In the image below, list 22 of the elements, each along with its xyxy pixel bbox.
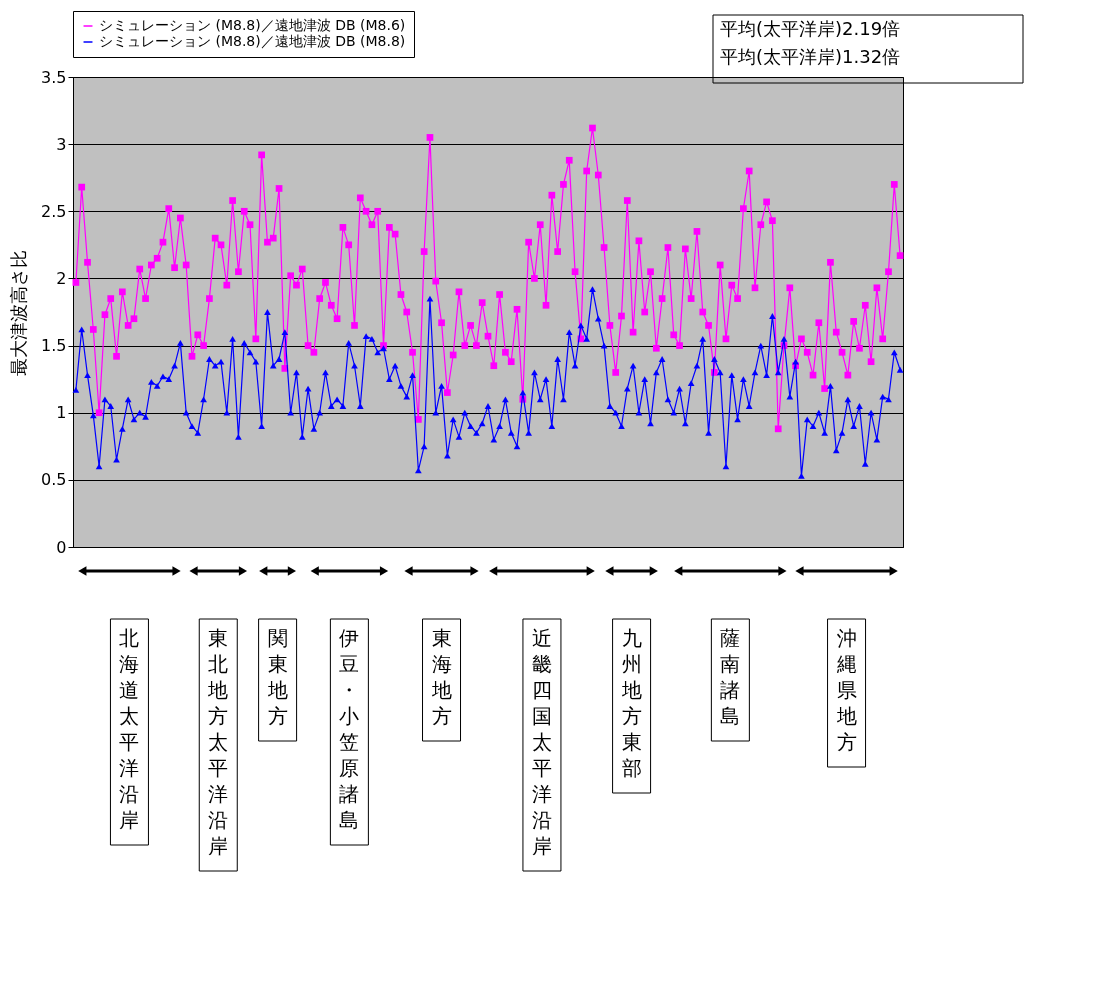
- legend-label: シミュレーション (M8.8)／遠地津波 DB (M8.6): [99, 17, 406, 33]
- y-tick-label: 1: [56, 403, 67, 423]
- y-tick-label: 3: [56, 134, 67, 154]
- text: 東北地方太平洋沿岸: [208, 626, 229, 858]
- text: 平均(太平洋岸)1.32倍: [720, 46, 901, 67]
- text: 薩南諸島: [720, 626, 741, 728]
- y-tick-label: 3.5: [41, 67, 67, 87]
- y-tick-label: 2.5: [41, 201, 67, 221]
- text: 九州地方東部: [620, 626, 642, 780]
- text: 東海地方: [430, 626, 452, 728]
- text: 沖縄県地方: [835, 626, 857, 754]
- y-tick-label: 2: [56, 268, 67, 288]
- text: 北海道太平洋沿岸: [119, 626, 140, 832]
- y-axis-title: 最大津波高さ比: [8, 249, 30, 376]
- legend-label: シミュレーション (M8.8)／遠地津波 DB (M8.8): [99, 33, 406, 49]
- y-tick-label: 0: [56, 537, 67, 557]
- text: 近畿四国太平洋沿岸: [531, 626, 552, 858]
- y-tick-label: 1.5: [41, 336, 67, 356]
- text: 関東地方: [266, 626, 288, 728]
- y-tick-label: 0.5: [41, 470, 67, 490]
- text: 平均(太平洋岸)2.19倍: [720, 18, 901, 39]
- text: 伊豆・小笠原諸島: [339, 626, 360, 832]
